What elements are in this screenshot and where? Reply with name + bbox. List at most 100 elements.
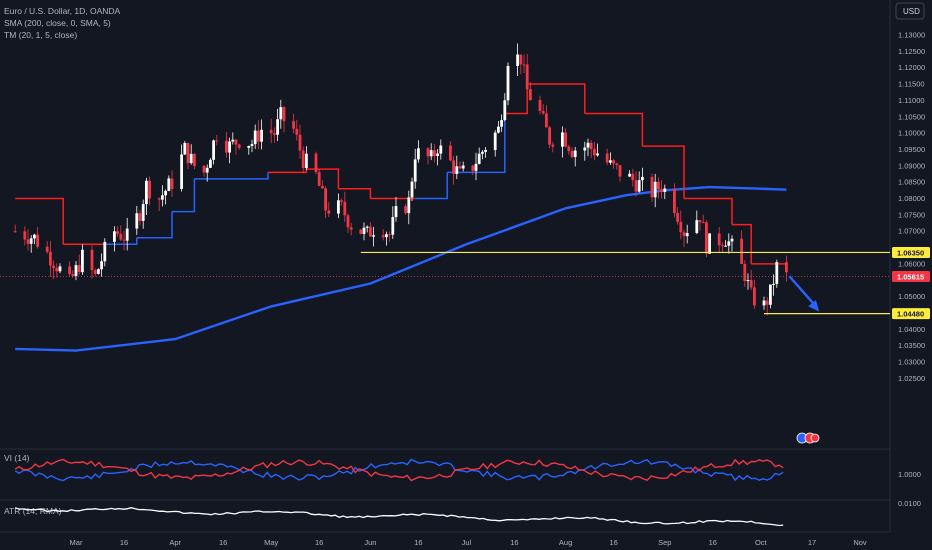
atr-legend[interactable]: ATR (14, RMA) xyxy=(4,506,62,516)
candle-body xyxy=(26,239,30,244)
trend-magic-segment xyxy=(268,169,308,174)
candle-body xyxy=(660,189,663,192)
candle-body xyxy=(327,210,331,214)
price-tick-label: 1.11500 xyxy=(898,80,925,89)
candle-body xyxy=(180,154,183,189)
price-tick-label: 1.09000 xyxy=(898,161,925,170)
vi-legend[interactable]: VI (14) xyxy=(4,453,30,463)
candle-body xyxy=(202,165,206,173)
currency-button-label: USD xyxy=(903,7,920,16)
candle-body xyxy=(365,226,369,228)
candle-body xyxy=(538,100,542,111)
target-tag-text: 1.04480 xyxy=(897,309,924,318)
candle-body xyxy=(583,147,587,151)
time-tick-label: Sep xyxy=(658,538,671,547)
candle-body xyxy=(452,160,455,174)
price-tick-label: 1.04000 xyxy=(898,325,925,334)
candle-body xyxy=(337,200,340,214)
candle-body xyxy=(657,181,660,190)
candle-body xyxy=(234,139,238,145)
candle-body xyxy=(97,269,100,274)
candle-body xyxy=(148,180,151,199)
candle-body xyxy=(753,287,756,306)
symbol-legend[interactable]: Euro / U.S. Dollar, 1D, OANDA xyxy=(4,6,121,16)
price-tick-label: 1.09500 xyxy=(898,145,925,154)
candle-body xyxy=(522,64,526,66)
candle-body xyxy=(314,153,318,173)
candle-body xyxy=(605,153,609,163)
trend-magic-segment xyxy=(136,211,173,239)
candle-body xyxy=(23,231,27,240)
trend-magic-segment xyxy=(415,172,448,200)
candle-body xyxy=(724,245,727,247)
event-flag-icon xyxy=(810,433,820,443)
candle-body xyxy=(93,270,97,274)
candle-body xyxy=(612,160,615,164)
candle-body xyxy=(273,133,276,135)
resistance-tag-bg xyxy=(892,246,930,258)
candle-body xyxy=(276,119,279,135)
time-tick-label: Aug xyxy=(559,538,572,547)
candle-body xyxy=(481,151,484,154)
time-axis[interactable]: Mar 16 Apr 16 May 16 Jun 16 Jul 16 Aug 16 Sep 16 Oct 17… xyxy=(70,538,867,547)
candle-body xyxy=(589,142,593,150)
candle-body xyxy=(228,141,231,153)
trend-magic-segment xyxy=(504,84,528,115)
candle-body xyxy=(164,190,167,196)
candle-body xyxy=(586,142,590,148)
time-tick-label: 17 xyxy=(808,538,816,547)
price-tick-label: 1.10500 xyxy=(898,112,925,121)
candle-body xyxy=(433,150,436,156)
time-tick-label: 16 xyxy=(219,538,227,547)
vi-plus-line xyxy=(14,458,784,482)
candle-body xyxy=(497,126,500,133)
candle-body xyxy=(340,200,343,202)
candle-body xyxy=(301,150,305,169)
candle-body xyxy=(673,188,676,214)
candle-body xyxy=(769,284,772,305)
candle-body xyxy=(253,130,257,145)
trend-magic-segment xyxy=(642,145,685,199)
candle-body xyxy=(477,153,481,164)
candle-body xyxy=(391,217,395,235)
candle-body xyxy=(653,181,657,198)
candle-body xyxy=(250,144,254,146)
currency-button-frame xyxy=(895,2,925,20)
trend-magic-segment xyxy=(172,178,196,213)
candle-body xyxy=(122,239,126,241)
candle-body xyxy=(321,185,324,189)
candle-body xyxy=(461,165,465,169)
trend-magic-segment xyxy=(732,223,752,264)
price-tick-label: 1.11000 xyxy=(898,96,925,105)
us-flag-event-icon[interactable] xyxy=(796,432,820,444)
candle-body xyxy=(458,166,462,169)
time-tick-label: 16 xyxy=(414,538,422,547)
sma-legend[interactable]: SMA (200, close, 0, SMA, 5) xyxy=(4,18,111,28)
price-tick-label: 1.10000 xyxy=(898,129,925,138)
candle-body xyxy=(663,188,667,192)
candle-body xyxy=(74,265,78,277)
candle-body xyxy=(58,266,62,272)
candle-body xyxy=(548,127,551,145)
candle-body xyxy=(493,132,497,150)
candle-body xyxy=(33,234,36,239)
currency-button[interactable]: USD xyxy=(895,2,925,20)
candle-body xyxy=(417,148,420,160)
price-axis[interactable]: 1.13000 1.12500 1.12000 1.11500 1.11000 1.105… xyxy=(898,31,925,383)
candle-body xyxy=(426,148,430,157)
candle-body xyxy=(13,231,17,233)
candle-body xyxy=(772,283,775,285)
time-tick-label: Apr xyxy=(169,538,181,547)
candle-body xyxy=(145,180,148,205)
candle-body xyxy=(324,188,327,211)
candle-body xyxy=(317,172,321,186)
candle-body xyxy=(362,227,366,234)
projection-arrow[interactable] xyxy=(788,275,820,312)
candle-body xyxy=(615,163,619,166)
tm-legend[interactable]: TM (20, 1, 5, close) xyxy=(4,30,77,40)
candle-body xyxy=(637,180,641,192)
candle-body xyxy=(484,149,487,152)
candle-body xyxy=(359,229,363,234)
candle-body xyxy=(68,266,71,274)
